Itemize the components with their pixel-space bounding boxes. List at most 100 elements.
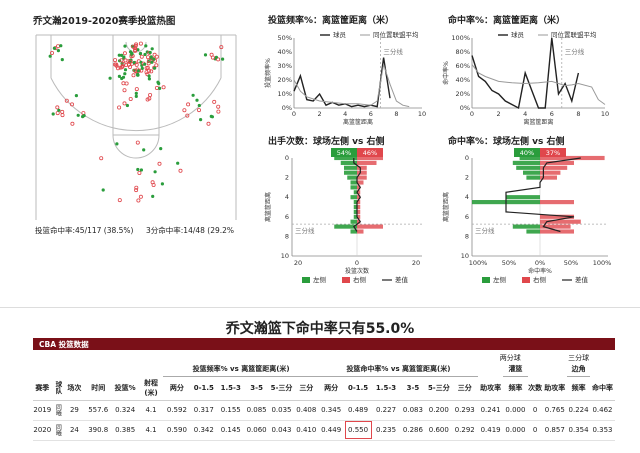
missed-shot [146, 61, 151, 66]
x-tick-label: 4 [343, 110, 347, 118]
missed-shot [131, 73, 136, 78]
made-shot [123, 44, 127, 48]
table-cell: 0.235 [372, 420, 400, 441]
missed-shot [128, 59, 133, 64]
x-tick-label: 0 [292, 110, 296, 118]
made-shot [136, 73, 140, 77]
y-tick-label: 10 [281, 252, 289, 260]
missed-shot [133, 68, 138, 73]
chart3-title: 出手次数：球场左侧 vs 右侧 [268, 137, 385, 147]
made-shot [197, 103, 201, 108]
missed-shot [212, 99, 217, 104]
y-tick-label: 60% [456, 62, 470, 70]
right-bar [357, 214, 361, 219]
column-header: 5-三分 [426, 376, 452, 401]
table-row: 2020 同曦 24 390.8 0.385 4.1 0.590 0.342 0.145 0.06… [33, 420, 615, 441]
made-shot [101, 188, 105, 192]
made-shot [153, 170, 157, 174]
shot-chart [35, 34, 237, 220]
y-tick-label: 4 [465, 193, 469, 201]
made-shot [143, 52, 147, 57]
right-bar [357, 165, 367, 170]
made-shot [158, 86, 162, 90]
made-shot [152, 57, 156, 61]
missed-shot [117, 105, 122, 110]
column-header: 投篮% [111, 376, 139, 401]
y-tick-label: 80% [456, 48, 470, 56]
table-cell: 同曦 [51, 420, 65, 441]
right-bar [357, 190, 361, 195]
table-cell: 0.342 [190, 420, 218, 441]
diff-line [352, 158, 362, 232]
made-shot [125, 103, 129, 108]
table-cell: 0.286 [399, 420, 427, 441]
right-bar [357, 209, 361, 214]
made-shot [221, 57, 225, 61]
missed-shot [119, 58, 124, 63]
legend-label-diff: 差值 [575, 275, 589, 284]
missed-shot [136, 198, 141, 203]
column-header: 命中率 [589, 376, 615, 401]
missed-shot [138, 41, 143, 46]
table-cell: 0.000 [503, 420, 528, 441]
table-cell: 0.600 [426, 420, 452, 441]
x-tick-label: 6 [369, 110, 373, 118]
table-cell: 0.419 [478, 420, 504, 441]
column-header: 时间 [84, 376, 112, 401]
missed-shot [60, 113, 65, 118]
missed-shot [182, 108, 187, 113]
x-tick-label: 100% [593, 259, 612, 267]
table-cell: 29 [64, 400, 85, 421]
legend-label-left: 左侧 [493, 275, 506, 284]
table-cell: 0.085 [244, 400, 270, 421]
y-tick-label: 0% [460, 104, 470, 112]
column-header: 0-1.5 [343, 376, 373, 401]
made-shot [134, 94, 138, 98]
made-shot [115, 142, 119, 146]
made-shot [160, 182, 164, 186]
legend-swatch-left [302, 277, 310, 283]
left-bar [344, 165, 357, 170]
series-line-player [293, 57, 391, 108]
column-header: 3-5 [244, 376, 270, 401]
right-bar [540, 200, 574, 205]
y-tick-label: 50% [278, 34, 292, 42]
table-cell: 0.293 [451, 400, 479, 421]
left-pct-label: 54% [337, 149, 351, 157]
made-shot [214, 55, 218, 59]
made-shot [203, 53, 208, 57]
table-cell: 0.083 [399, 400, 427, 421]
column-header: 助攻率 [478, 376, 504, 401]
table-cell: 0.462 [589, 400, 615, 421]
made-shot [149, 55, 153, 59]
column-header: 两分 [163, 376, 191, 401]
made-shot [59, 44, 63, 48]
right-bar [357, 175, 367, 180]
y-tick-label: 2 [285, 174, 289, 182]
column-header: 助攻率 [542, 376, 568, 401]
made-shot [117, 53, 121, 57]
legend-label-left: 左侧 [313, 275, 326, 284]
made-shot [140, 66, 144, 70]
table-cell: 0.317 [190, 400, 218, 421]
fg-summary: 投篮命中率:45/117 (38.5%) [35, 226, 134, 235]
missed-shot [161, 85, 166, 90]
left-bar [350, 219, 357, 224]
y-tick-label: 8 [285, 232, 289, 240]
table-cell: 0.857 [542, 420, 568, 441]
left-bar [344, 170, 357, 175]
shooting-table: 两分球 三分球 投篮频率% vs 离篮筐距离(米) 投篮命中率% vs 离篮筐距… [33, 352, 615, 441]
missed-shot [134, 42, 139, 47]
missed-shot [216, 109, 221, 114]
made-shot [150, 47, 154, 51]
made-shot [74, 94, 78, 98]
series-line-league-avg [293, 64, 410, 108]
x-tick-label: 6 [550, 110, 554, 118]
left-bar [350, 229, 357, 234]
table-cell: 2020 [33, 420, 52, 441]
missed-shot [147, 68, 152, 73]
y-tick-label: 10 [461, 252, 469, 260]
made-shot [147, 74, 151, 78]
